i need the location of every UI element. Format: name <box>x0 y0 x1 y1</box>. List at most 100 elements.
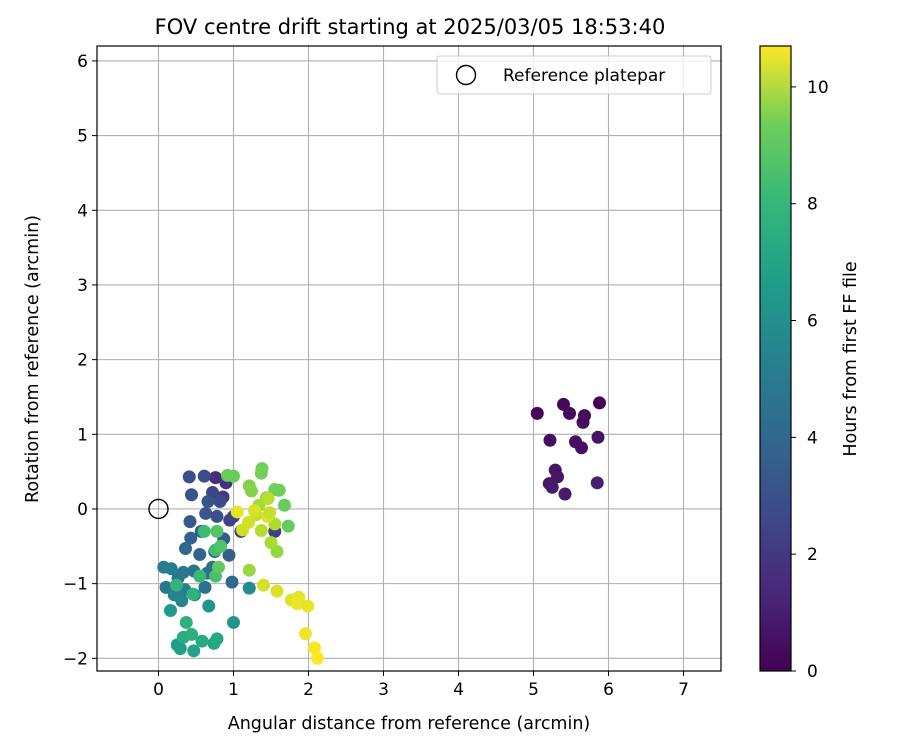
data-point <box>575 441 588 455</box>
y-tick-label: −2 <box>63 649 88 669</box>
chart-title: FOV centre drift starting at 2025/03/05 … <box>155 15 666 39</box>
data-point <box>210 632 224 646</box>
data-point <box>193 548 207 562</box>
data-point <box>159 580 173 594</box>
x-tick-label: 1 <box>228 680 239 700</box>
data-point <box>210 524 224 538</box>
data-point <box>264 536 278 550</box>
y-tick-label: 6 <box>77 52 88 72</box>
data-point <box>164 562 178 576</box>
grid-lines <box>97 46 721 671</box>
data-point <box>186 587 200 601</box>
data-point <box>227 469 240 483</box>
plot-frame <box>96 45 722 672</box>
colorbar-ticks: 0 2 4 6 8 10 <box>791 78 829 682</box>
data-point <box>290 597 304 611</box>
colorbar-tick-label: 10 <box>807 78 829 98</box>
data-point <box>545 480 559 494</box>
data-point <box>223 513 237 527</box>
data-point <box>213 494 227 508</box>
x-axis-ticks: 0 1 2 3 4 5 6 7 <box>153 671 689 700</box>
data-point <box>301 599 315 613</box>
data-point <box>248 503 261 517</box>
data-point <box>299 627 312 641</box>
data-point <box>254 466 268 480</box>
data-point <box>254 524 268 538</box>
data-point <box>591 430 605 444</box>
data-point <box>195 634 209 648</box>
data-point <box>185 488 198 502</box>
data-point <box>558 487 572 501</box>
data-point <box>214 539 228 553</box>
data-point <box>182 470 196 484</box>
x-tick-label: 0 <box>153 680 164 700</box>
data-point <box>230 505 244 519</box>
y-tick-label: −1 <box>63 575 88 595</box>
data-point <box>199 506 213 520</box>
colorbar-tick-label: 8 <box>807 195 818 215</box>
data-point <box>225 575 239 589</box>
data-point <box>212 560 225 574</box>
y-axis-label: Rotation from reference (arcmin) <box>23 215 43 503</box>
data-point <box>242 581 256 595</box>
data-point <box>278 498 291 512</box>
data-point <box>593 396 606 410</box>
data-point <box>170 578 183 592</box>
x-tick-label: 4 <box>453 680 464 700</box>
data-point <box>173 642 187 656</box>
data-point <box>176 565 190 579</box>
y-axis-ticks: −2 −1 0 1 2 3 4 5 6 <box>63 52 97 669</box>
y-tick-label: 5 <box>77 127 88 147</box>
data-point <box>311 651 324 665</box>
y-tick-label: 0 <box>77 500 88 520</box>
data-point <box>281 519 295 533</box>
data-point <box>175 594 189 608</box>
colorbar-label: Hours from first FF file <box>841 261 861 456</box>
data-point <box>164 604 177 618</box>
legend-label-reference: Reference platepar <box>503 66 665 86</box>
data-point <box>197 524 211 538</box>
data-point <box>185 627 198 641</box>
data-point <box>183 515 197 529</box>
y-tick-label: 1 <box>77 425 88 445</box>
data-point <box>242 563 256 577</box>
data-point <box>197 469 211 483</box>
x-tick-label: 5 <box>528 680 539 700</box>
legend: Reference platepar <box>436 55 712 95</box>
colorbar: 0 2 4 6 8 10 Hours from first FF file <box>759 45 861 682</box>
x-tick-label: 2 <box>303 680 314 700</box>
data-point <box>263 506 276 520</box>
data-point <box>179 615 193 629</box>
colorbar-tick-label: 4 <box>807 428 818 448</box>
data-point <box>576 415 590 429</box>
data-point <box>543 433 557 447</box>
data-point <box>209 471 222 485</box>
x-tick-label: 7 <box>678 680 689 700</box>
data-point <box>202 599 216 613</box>
data-point <box>270 584 284 598</box>
data-point <box>227 615 240 629</box>
data-point <box>210 509 224 523</box>
colorbar-gradient <box>759 45 792 672</box>
colorbar-tick-label: 6 <box>807 312 818 332</box>
data-point <box>179 542 192 556</box>
reference-platepar-marker <box>148 498 169 520</box>
data-point <box>198 580 212 594</box>
data-point <box>193 569 207 583</box>
y-tick-label: 2 <box>77 351 88 371</box>
data-point <box>257 578 270 592</box>
y-tick-label: 3 <box>77 276 88 296</box>
data-points <box>157 396 606 665</box>
data-point <box>184 531 198 545</box>
x-tick-label: 6 <box>603 680 614 700</box>
x-tick-label: 3 <box>378 680 389 700</box>
data-point <box>272 483 286 497</box>
legend-box <box>436 55 712 95</box>
data-point <box>245 484 258 498</box>
reference-marker-layer <box>148 498 169 520</box>
data-point <box>201 494 215 508</box>
data-point <box>590 476 604 490</box>
x-axis-label: Angular distance from reference (arcmin) <box>228 714 591 734</box>
colorbar-tick-label: 0 <box>807 662 818 682</box>
